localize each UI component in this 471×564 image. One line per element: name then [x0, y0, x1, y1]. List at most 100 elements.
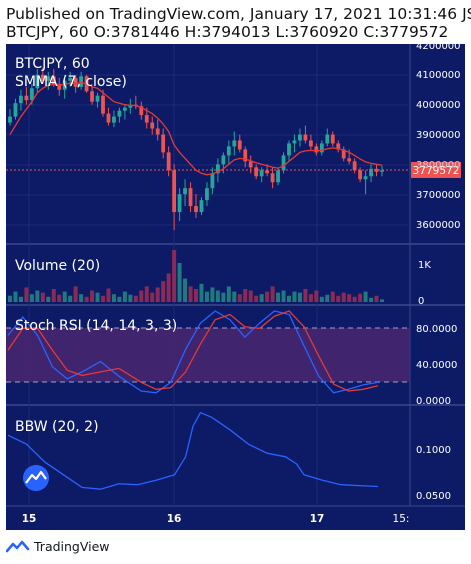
candle-body — [308, 140, 313, 147]
candle-body — [188, 188, 193, 207]
candle — [352, 158, 357, 174]
candle — [101, 89, 105, 117]
footer-brand[interactable]: TradingView — [34, 538, 110, 554]
candle — [90, 86, 94, 105]
candle-body — [144, 115, 149, 123]
candle-body — [363, 176, 368, 180]
volume-bar — [73, 286, 78, 302]
candle-body — [13, 103, 18, 117]
price-axis-background[interactable] — [410, 44, 465, 506]
volume-bar — [35, 290, 40, 302]
time-axis-background[interactable] — [6, 506, 465, 530]
stoch-axis-label: 80.0000 — [416, 324, 457, 335]
candle-body — [57, 83, 62, 90]
candle — [166, 146, 171, 177]
volume-bar — [194, 289, 198, 302]
volume-bar — [330, 291, 335, 302]
candle — [112, 110, 116, 128]
candle — [40, 67, 45, 84]
volume-bar — [237, 294, 242, 302]
price-axis-label: 4200000 — [416, 41, 461, 52]
candle-body — [8, 116, 12, 123]
price-axis-label: 3900000 — [416, 130, 461, 141]
volume-bar — [347, 294, 352, 302]
volume-bar — [232, 291, 237, 302]
chart-canvas[interactable]: 3779572 4200000 4100000 4000000 3900000 … — [0, 0, 471, 532]
candle — [46, 71, 51, 90]
candle-body — [248, 161, 253, 168]
volume-bar — [172, 250, 177, 302]
bbw-axis-label: 0.1000 — [416, 445, 451, 456]
stoch-rsi-band — [6, 328, 410, 382]
candle-body — [183, 188, 187, 195]
volume-bar — [133, 295, 138, 302]
symbol-legend[interactable]: BTCJPY, 60 — [15, 56, 90, 72]
candle-body — [172, 170, 177, 213]
chart-header: Published on TradingView.com, January 17… — [0, 0, 471, 44]
candle — [117, 107, 122, 123]
volume-bar — [341, 292, 346, 302]
volume-bar — [84, 296, 89, 302]
candle-body — [79, 76, 84, 87]
candle — [139, 101, 144, 120]
candle — [314, 143, 319, 156]
candle-body — [259, 170, 264, 177]
candle — [95, 92, 100, 108]
candle-body — [29, 88, 34, 101]
candle — [308, 134, 313, 150]
candle-body — [292, 140, 297, 144]
candle-body — [150, 122, 155, 129]
candle — [232, 131, 237, 156]
stoch-axis-label: 40.0000 — [416, 360, 457, 371]
candle — [79, 71, 84, 90]
price-axis-label: 3600000 — [416, 220, 461, 231]
stoch-axis-label: 0.0000 — [416, 396, 451, 407]
candle-body — [210, 173, 215, 189]
candle-body — [341, 149, 346, 159]
volume-bar — [29, 294, 34, 302]
candle-body — [215, 164, 220, 174]
smma-legend[interactable]: SMMA (7, close) — [15, 74, 127, 90]
candle-body — [281, 155, 286, 171]
candle — [183, 179, 187, 207]
candle-body — [330, 134, 335, 144]
candle-body — [19, 95, 23, 104]
bbw-legend[interactable]: BBW (20, 2) — [15, 419, 99, 435]
candle-body — [270, 173, 275, 183]
volume-bar — [254, 295, 259, 302]
volume-bar — [363, 291, 368, 302]
volume-bar — [210, 287, 215, 302]
candle-body — [237, 140, 242, 150]
candle — [303, 125, 308, 144]
candle-body — [112, 116, 116, 123]
candle — [172, 164, 177, 230]
volume-bar — [139, 290, 144, 302]
candle-body — [369, 168, 373, 177]
candle — [363, 170, 368, 195]
volume-bar — [106, 288, 111, 302]
stoch-d-line — [7, 310, 379, 392]
volume-bar — [265, 291, 270, 302]
published-line: Published on TradingView.com, January 17… — [6, 5, 471, 23]
candle — [106, 107, 111, 126]
volume-legend[interactable]: Volume (20) — [15, 258, 100, 274]
volume-bar — [319, 296, 324, 302]
candle — [287, 140, 291, 162]
stoch-rsi-legend[interactable]: Stoch RSI (14, 14, 3, 3) — [15, 318, 177, 334]
candle-body — [352, 161, 357, 171]
volume-bar — [111, 294, 116, 302]
volume-bar — [188, 286, 193, 302]
candle — [270, 167, 275, 189]
volume-bar — [90, 290, 95, 302]
volume-bar — [166, 273, 171, 302]
footer[interactable]: TradingView — [6, 536, 110, 556]
candle-body — [128, 104, 133, 108]
candle — [369, 164, 373, 183]
candle — [374, 164, 379, 177]
last-price-label: 3779572 — [413, 165, 460, 177]
candle — [325, 128, 330, 147]
volume-bar — [8, 295, 12, 302]
candle — [19, 89, 23, 111]
candle-body — [101, 95, 105, 114]
volume-bar — [40, 292, 45, 302]
